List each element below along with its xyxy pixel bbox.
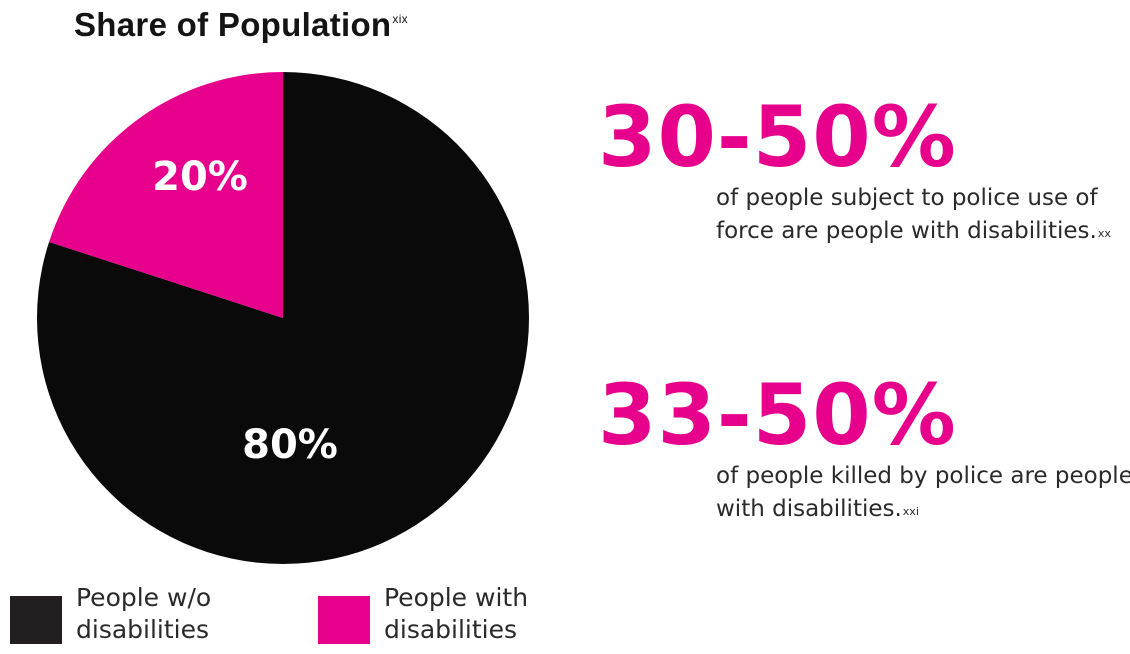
legend-swatch-with-disabilities [318, 596, 370, 644]
stat-value-killed-by-police: 33-50% [598, 366, 957, 464]
stat-killed-by-police: 33-50% of people killed by police are pe… [598, 370, 1130, 526]
pie-slice-with-disabilities [49, 71, 283, 319]
stat-use-of-force: 30-50% of people subject to police use o… [598, 92, 1130, 248]
stat-footnote: xxi [902, 505, 919, 518]
pie-label-with-disabilities: 20% [152, 154, 248, 200]
pie-slice-without-disabilities [36, 72, 529, 564]
stat-description-text: of people killed by police are people wi… [716, 463, 1130, 522]
legend-swatch-without-disabilities [10, 596, 62, 644]
pie-chart: 80% 20% [36, 71, 529, 564]
legend-label-with-disabilities: People with disabilities [384, 583, 529, 644]
stat-description-text: of people subject to police use of force… [716, 185, 1098, 244]
stat-footnote: xx [1097, 227, 1111, 240]
chart-title: Share of Populationxix [74, 6, 408, 44]
stat-description-killed-by-police: of people killed by police are people wi… [716, 460, 1130, 526]
stat-description-use-of-force: of people subject to police use of force… [716, 182, 1130, 248]
title-footnote: xix [392, 12, 408, 26]
pie-label-without-disabilities: 80% [242, 422, 338, 468]
stat-value-use-of-force: 30-50% [598, 88, 957, 186]
chart-title-text: Share of Population [74, 6, 392, 43]
legend-label-without-disabilities: People w/o disabilities [76, 583, 212, 644]
